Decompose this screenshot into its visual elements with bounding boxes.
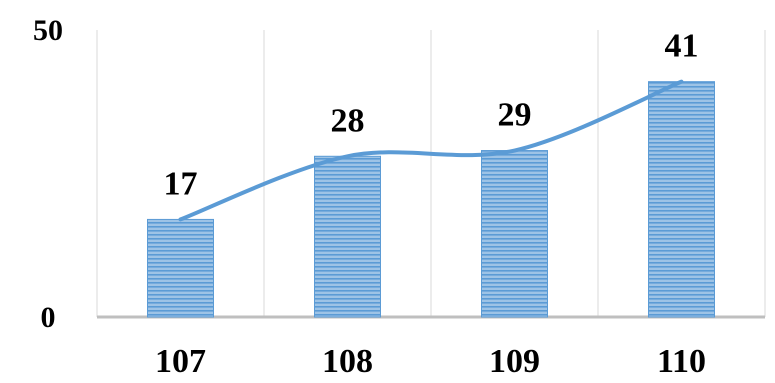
y-tick-label-0: 0	[41, 301, 56, 334]
data-label-107: 17	[164, 165, 198, 202]
bar-108	[314, 155, 381, 318]
bar-107	[147, 218, 214, 318]
trend-line	[178, 79, 684, 222]
data-label-109: 29	[498, 97, 532, 134]
x-tick-label-108: 108	[322, 343, 373, 380]
x-tick-label-110: 110	[657, 343, 706, 380]
data-label-110: 41	[665, 28, 699, 65]
y-tick-label-50: 50	[33, 14, 63, 47]
gridlines	[96, 30, 766, 317]
labels: 17 28 29 41 107 108 109 110 0 50	[33, 14, 706, 380]
bar-109	[481, 150, 548, 318]
x-tick-label-107: 107	[155, 343, 206, 380]
x-tick-label-109: 109	[489, 343, 540, 380]
data-label-108: 28	[331, 102, 365, 139]
bar-110	[648, 81, 715, 318]
